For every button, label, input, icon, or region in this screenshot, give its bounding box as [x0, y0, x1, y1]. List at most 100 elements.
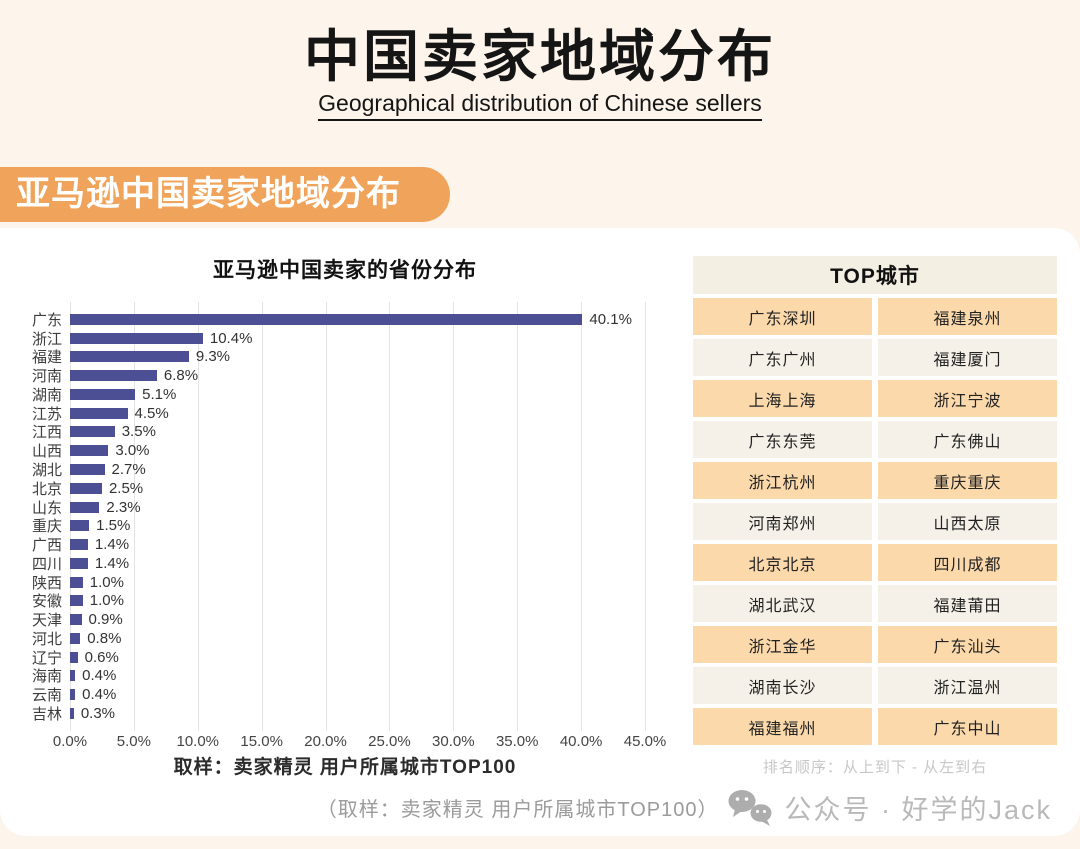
- city-row: 浙江金华 广东汕头: [693, 626, 1057, 663]
- gridline: [453, 302, 455, 731]
- chart-row: 河北 0.8%: [32, 629, 645, 648]
- bar: [70, 464, 105, 475]
- city-row: 湖北武汉 福建莆田: [693, 585, 1057, 622]
- gridline: [197, 302, 199, 731]
- bar: [70, 351, 189, 363]
- city-cell: 湖南长沙: [693, 667, 872, 704]
- gridline: [133, 302, 135, 731]
- chart-row: 安徽 1.0%: [32, 591, 645, 610]
- city-row: 河南郑州 山西太原: [693, 503, 1057, 540]
- category-label: 吉林: [31, 705, 62, 723]
- x-tick-label: 35.0%: [495, 733, 539, 750]
- chart-row: 河南 6.8%: [32, 366, 645, 385]
- value-label: 0.4%: [82, 686, 117, 704]
- footer-sample-note: （取样：卖家精灵 用户所属城市TOP100）: [316, 799, 719, 821]
- bar: [70, 332, 203, 344]
- city-cell: 湖北武汉: [693, 585, 872, 622]
- city-cell: 浙江金华: [693, 626, 872, 663]
- x-axis: 0.0% 5.0% 10.0% 15.0% 20.0% 25.0% 30.0% 35.0% 40…: [53, 733, 666, 753]
- chart-row: 福建 9.3%: [32, 348, 645, 366]
- chart-row: 江苏 4.5%: [32, 404, 645, 423]
- x-tick-label: 10.0%: [176, 733, 220, 750]
- x-tick-label: 25.0%: [368, 733, 411, 750]
- x-tick-label: 45.0%: [623, 733, 667, 750]
- chart-row: 重庆 1.5%: [32, 516, 645, 535]
- bar: [70, 689, 76, 701]
- gridline: [389, 302, 391, 731]
- gridline: [325, 302, 327, 731]
- bar: [70, 670, 76, 682]
- value-label: 0.9%: [88, 611, 123, 629]
- bar: [70, 539, 88, 551]
- value-label: 6.8%: [163, 367, 199, 385]
- category-label: 广西: [31, 537, 62, 555]
- chart-row: 广西 1.4%: [32, 535, 645, 554]
- category-label: 山东: [31, 499, 62, 517]
- category-label: 北京: [31, 480, 62, 498]
- category-label: 河北: [31, 630, 62, 648]
- chart-row: 辽宁 0.6%: [32, 648, 645, 667]
- category-label: 广东: [31, 311, 62, 329]
- chart-row: 吉林 0.3%: [32, 704, 645, 723]
- value-label: 40.1%: [589, 310, 632, 328]
- x-tick-label: 0.0%: [52, 733, 88, 750]
- city-cell: 上海上海: [693, 380, 872, 417]
- footer: （取样：卖家精灵 用户所属城市TOP100） 公众号 · 好学的Jack: [317, 788, 1052, 827]
- city-cell: 广东深圳: [693, 298, 872, 335]
- category-label: 海南: [31, 668, 62, 686]
- city-cell: 北京北京: [693, 544, 872, 581]
- bar: [70, 557, 88, 569]
- bar: [70, 614, 82, 626]
- chart-row: 海南 0.4%: [32, 667, 645, 685]
- category-label: 湖南: [31, 386, 62, 404]
- city-cell: 浙江温州: [878, 667, 1057, 704]
- chart-source-note: 取样：卖家精灵 用户所属城市TOP100: [173, 757, 517, 778]
- value-label: 4.5%: [134, 404, 169, 422]
- city-row: 广东东莞 广东佛山: [693, 421, 1057, 458]
- chart-row: 湖北 2.7%: [32, 460, 645, 479]
- bar: [70, 445, 109, 457]
- bar: [70, 576, 83, 588]
- chart-row: 山西 3.0%: [32, 441, 645, 460]
- value-label: 2.3%: [106, 498, 141, 516]
- bar: [70, 426, 115, 438]
- city-cell: 重庆重庆: [878, 462, 1057, 499]
- city-cell: 广东东莞: [693, 421, 872, 458]
- chart-row: 四川 1.4%: [32, 554, 645, 573]
- top-cities-table: TOP城市 广东深圳 福建泉州 广东广州 福建厦门 上海上海 浙江宁波 广东东莞 广东佛山 浙江…: [693, 256, 1057, 745]
- category-label: 安徽: [31, 593, 62, 611]
- city-row: 浙江杭州 重庆重庆: [693, 462, 1057, 499]
- value-label: 1.4%: [94, 554, 130, 572]
- category-label: 四川: [31, 555, 62, 573]
- city-cell: 广东中山: [878, 708, 1057, 745]
- bar: [70, 707, 74, 719]
- bar: [70, 313, 583, 325]
- value-label: 1.4%: [94, 536, 130, 554]
- city-row: 湖南长沙 浙江温州: [693, 667, 1057, 704]
- chart-row: 江西 3.5%: [32, 423, 645, 441]
- chart-row: 湖南 5.1%: [32, 385, 645, 404]
- ranking-order-note: 排名顺序：从上到下 - 从左到右: [762, 759, 988, 776]
- category-label: 江西: [31, 424, 62, 442]
- city-cell: 福建福州: [693, 708, 872, 745]
- city-row: 广东深圳 福建泉州: [693, 298, 1057, 335]
- gridline: [261, 302, 263, 731]
- city-cell: 浙江宁波: [878, 380, 1057, 417]
- value-label: 1.5%: [96, 517, 131, 535]
- category-label: 云南: [31, 687, 62, 705]
- chart-row: 广东 40.1%: [32, 310, 645, 329]
- city-row: 广东广州 福建厦门: [693, 339, 1057, 376]
- bar: [70, 632, 81, 644]
- value-label: 5.1%: [142, 385, 177, 403]
- chart-row: 山东 2.3%: [32, 498, 645, 517]
- x-tick-label: 40.0%: [559, 733, 603, 750]
- bar: [70, 388, 136, 400]
- content-card: 亚马逊中国卖家的省份分布 广东 40.1% 浙江 10.4% 福建 9.3% 河南 6.8% 湖…: [0, 228, 1080, 836]
- value-label: 0.6%: [84, 648, 119, 666]
- chart-row: 天津 0.9%: [32, 610, 645, 629]
- wechat-icon: [728, 789, 772, 826]
- top-cities-rows: 广东深圳 福建泉州 广东广州 福建厦门 上海上海 浙江宁波广东东莞 广东佛山 浙江杭州 重庆重庆…: [693, 298, 1057, 745]
- chart-row: 北京 2.5%: [32, 479, 645, 498]
- chart-title: 亚马逊中国卖家的省份分布: [213, 259, 477, 282]
- category-label: 河南: [31, 368, 62, 386]
